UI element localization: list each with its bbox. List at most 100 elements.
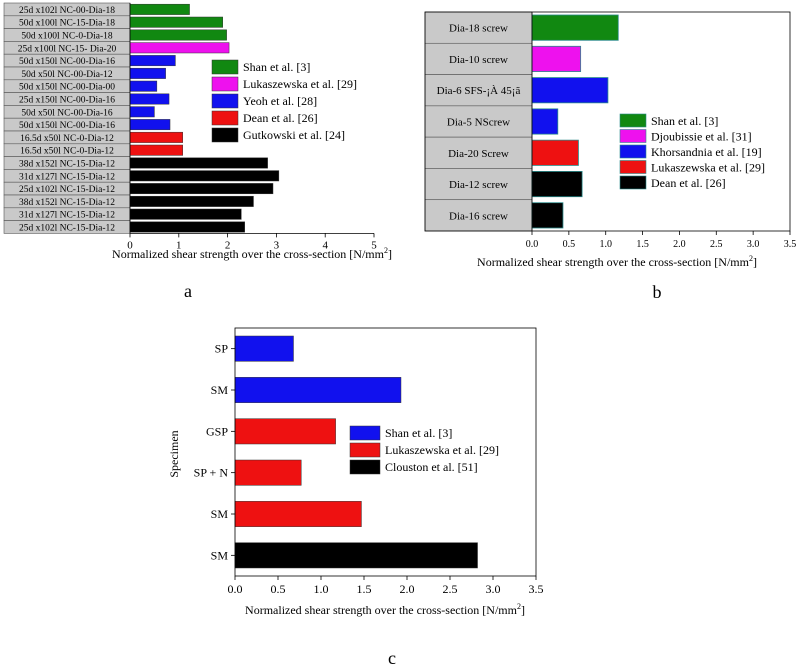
panel-a-category-label: 16.5d x50l NC-0-Dia-12 <box>20 134 114 144</box>
panel-a-category-label: 16.5d x50l NC-0-Dia-12 <box>20 147 114 157</box>
panel-c-tick-label: 3.5 <box>529 582 544 596</box>
panel-c-tick-label: 2.5 <box>443 582 458 596</box>
panel-b-legend-swatch <box>619 129 647 143</box>
panel-a-category-label: 25d x100l NC-15- Dia-20 <box>18 44 117 54</box>
panel-c-bar <box>234 542 478 569</box>
panel-c-legend-swatch <box>349 442 381 458</box>
panel-a-bar <box>129 29 227 41</box>
panel-a-bar <box>129 42 230 54</box>
panel-b-legend-label: Shan et al. [3] <box>651 114 718 128</box>
panel-b-bar <box>531 171 583 198</box>
panel-a-tick-label: 5 <box>371 239 377 251</box>
panel-a-legend-swatch <box>211 110 239 126</box>
panel-a-category-label: 50d x100l NC-15-Dia-18 <box>19 19 115 29</box>
panel-a-category-label: 50d x150l NC-00-Dia-00 <box>19 83 115 93</box>
panel-a-legend-label: Lukaszewska et al. [29] <box>243 77 357 91</box>
panel-b-bar <box>531 45 582 72</box>
panel-b-tick-label: 3.5 <box>784 239 797 250</box>
panel-a-category-label: 50d x50l NC-00-Dia-16 <box>21 108 113 118</box>
panel-a-legend-label: Shan et al. [3] <box>243 60 310 74</box>
panel-c-tick-label: 0.5 <box>271 582 286 596</box>
panel-a-bar <box>129 221 245 233</box>
panel-c-bar <box>234 418 336 445</box>
panel-a-legend-label: Yeoh et al. [28] <box>243 94 317 108</box>
panel-a-bar <box>129 170 280 182</box>
panel-a-bar <box>129 106 155 118</box>
panel-b-category-label: Dia-10 screw <box>449 54 508 66</box>
panel-b-tick-label: 0.0 <box>526 239 539 250</box>
panel-a-tick-label: 0 <box>127 239 133 251</box>
panel-b-category-label: Dia-5 NScrew <box>447 117 510 129</box>
panel-b: Dia-18 screw Dia-10 screw Dia-6 SFS-¡À 45¡… <box>424 11 797 302</box>
panel-b-tick-label: 1.5 <box>636 239 649 250</box>
panel-b-legend-label: Khorsandnia et al. [19] <box>651 145 762 159</box>
panel-b-category-label: Dia-16 screw <box>449 210 508 222</box>
panel-b-bar <box>531 77 609 104</box>
panel-c-xlabel: Normalized shear strength over the cross… <box>245 602 525 617</box>
panel-b-legend-swatch <box>619 175 647 190</box>
panel-b-tick-label: 1.0 <box>599 239 612 250</box>
panel-c-frame <box>234 327 537 577</box>
panel-a-tick-label: 3 <box>274 239 280 251</box>
panel-b-tick-label: 2.5 <box>710 239 723 250</box>
panel-b-bar <box>531 108 559 135</box>
panel-a-legend-swatch <box>211 127 239 143</box>
panel-a-category-label: 38d x152l NC-15-Dia-12 <box>19 198 115 208</box>
panel-b-tick-label: 0.5 <box>563 239 576 250</box>
panel-c-category-label: SM <box>211 383 229 397</box>
panel-a-bar <box>129 119 171 131</box>
panel-a-bar <box>129 208 242 220</box>
panel-c-label: c <box>388 648 396 667</box>
panel-c-legend-swatch <box>349 459 381 475</box>
panel-c-tick-label: 2.0 <box>400 582 415 596</box>
panel-a-category-label: 31d x127l NC-15-Dia-12 <box>19 211 115 221</box>
panel-c-category-label: GSP <box>206 424 228 438</box>
panel-a-bar <box>129 131 183 143</box>
panel-c-bar <box>234 335 294 362</box>
panel-b-legend-label: Djoubissie et al. [31] <box>651 130 752 144</box>
panel-a-legend-swatch <box>211 93 239 109</box>
panel-a: 25d x102l NC-00-Dia-18 50d x100l NC-15-Di… <box>3 2 392 301</box>
panel-b-xlabel: Normalized shear strength over the cross… <box>477 254 757 269</box>
panel-c-legend-label: Clouston et al. [51] <box>385 460 478 474</box>
panel-c-bar <box>234 501 362 527</box>
panel-b-category-box <box>424 136 533 169</box>
panel-b-category-label: Dia-20 Screw <box>448 148 509 160</box>
panel-a-category-label: 25d x150l NC-00-Dia-16 <box>19 96 115 106</box>
panel-a-bar <box>129 144 183 156</box>
panel-b-tick-label: 2.0 <box>673 239 686 250</box>
panel-b-tick-label: 3.0 <box>747 239 760 250</box>
panel-a-category-label: 25d x102l NC-15-Dia-12 <box>19 224 115 234</box>
panel-b-category-box <box>424 105 533 138</box>
panel-a-tick-label: 4 <box>322 239 328 251</box>
panel-a-bar <box>129 80 158 92</box>
panel-a-bar <box>129 157 268 169</box>
panel-b-category-label: Dia-18 screw <box>449 23 508 35</box>
panel-c-legend-label: Shan et al. [3] <box>385 426 452 440</box>
panel-c-category-label: SP + N <box>194 466 229 480</box>
panel-a-bar <box>129 183 274 195</box>
panel-b-bar <box>531 139 579 166</box>
panel-b-category-box <box>424 168 533 201</box>
panel-b-legend-label: Lukaszewska et al. [29] <box>651 161 765 175</box>
panel-a-category-label: 38d x152l NC-15-Dia-12 <box>19 160 115 170</box>
panel-a-tick-label: 1 <box>176 239 182 251</box>
panel-b-frame <box>424 11 791 232</box>
panel-a-category-label: 50d x100l NC-0-Dia-18 <box>21 32 113 42</box>
panel-c-ylabel: Specimen <box>167 430 181 477</box>
panel-c-tick-label: 1.5 <box>357 582 372 596</box>
panel-c-tick-label: 3.0 <box>486 582 501 596</box>
panel-a-legend-swatch <box>211 76 239 92</box>
panel-a-category-label: 50d x150l NC-00-Dia-16 <box>19 57 115 67</box>
panel-c-legend-swatch <box>349 425 381 441</box>
panel-c-bar <box>234 459 302 486</box>
panel-c-bar <box>234 377 402 403</box>
panel-b-category-box <box>424 42 533 75</box>
panel-b-bar <box>531 14 619 41</box>
panel-a-bar <box>129 55 176 67</box>
panel-c-category-label: SM <box>211 507 229 521</box>
panel-c-tick-label: 1.0 <box>314 582 329 596</box>
panel-a-bar <box>129 3 190 15</box>
panel-b-label: b <box>653 282 662 302</box>
